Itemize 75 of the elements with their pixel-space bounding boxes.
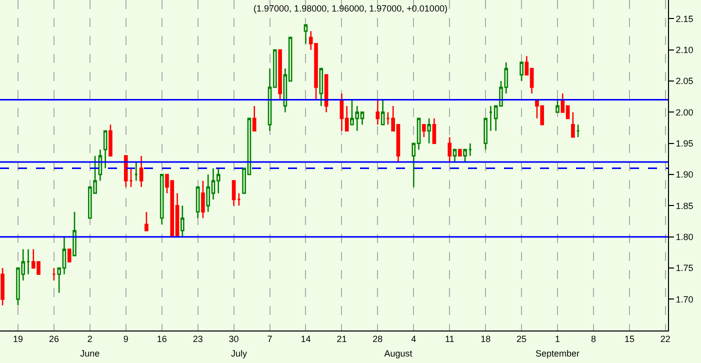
x-tick-label: 2 — [87, 334, 92, 344]
x-tick-label: 11 — [444, 334, 454, 344]
candlestick — [556, 99, 560, 113]
candlestick — [72, 211, 76, 256]
candlestick — [458, 148, 462, 156]
y-tick-label: 2.15 — [676, 14, 694, 24]
candlestick — [432, 118, 436, 144]
y-tick-label: 1.85 — [676, 200, 694, 211]
candlestick — [468, 142, 472, 156]
candlestick — [52, 267, 56, 282]
candlestick — [448, 136, 452, 163]
x-tick-label: 7 — [267, 334, 272, 344]
y-tick-label: 1.70 — [676, 294, 694, 304]
y-tick-label: 1.90 — [676, 170, 694, 180]
candlestick — [252, 105, 256, 132]
candlestick — [376, 99, 380, 126]
x-tick-label: 21 — [336, 334, 347, 344]
y-tick-label: 1.95 — [676, 138, 694, 148]
candlestick — [98, 148, 102, 182]
y-tick-label: 2.10 — [676, 45, 694, 56]
x-tick-label: 23 — [192, 334, 203, 344]
y-tick-label: 2.00 — [676, 107, 694, 118]
candlestick — [386, 112, 390, 126]
candlestick — [180, 205, 184, 238]
candlestick — [232, 180, 236, 206]
x-tick-label: 9 — [123, 334, 128, 344]
candlestick — [139, 155, 144, 188]
candlestick — [452, 148, 457, 163]
x-tick-label: 30 — [228, 334, 239, 344]
x2-tick-label: July — [230, 348, 248, 359]
candlestick — [108, 124, 112, 156]
candlestick — [488, 105, 493, 132]
x-tick-label: 16 — [156, 334, 167, 344]
candlestick — [134, 161, 138, 182]
candlestick — [129, 168, 133, 188]
y-tick-label: 2.05 — [676, 76, 694, 86]
x2-tick-label: June — [80, 348, 100, 359]
x-tick-label: 28 — [372, 334, 383, 344]
candlestick — [196, 186, 200, 219]
y-tick-label: 1.80 — [676, 232, 694, 242]
candlestick — [124, 155, 128, 188]
x-tick-label: 22 — [660, 334, 670, 344]
candlestick — [380, 99, 385, 126]
x-tick-label: 15 — [624, 334, 634, 344]
x-tick-label: 25 — [516, 334, 527, 344]
x-tick-label: 1 — [555, 334, 560, 344]
candlestick — [26, 248, 30, 275]
candlestick — [103, 130, 108, 169]
candlestick — [571, 112, 575, 138]
x-tick-label: 19 — [12, 334, 23, 344]
candlestick — [427, 118, 431, 144]
candlestick — [319, 68, 324, 107]
chart-title: (1.97000, 1.98000, 1.96000, 1.97000, +0.01000) — [254, 4, 448, 14]
x-tick-label: 26 — [48, 334, 59, 344]
x-tick-label: 14 — [300, 334, 311, 344]
candlestick — [422, 124, 426, 138]
candlestick — [144, 211, 148, 232]
x-tick-label: 8 — [590, 334, 596, 344]
x2-tick-label: September — [536, 348, 580, 359]
x-tick-label: 4 — [411, 334, 416, 344]
x2-tick-label: August — [384, 348, 413, 359]
candlestick — [0, 267, 4, 306]
candlestick — [201, 180, 205, 219]
candlestick — [463, 148, 467, 163]
candlestick — [520, 62, 524, 82]
candlestick — [278, 49, 282, 100]
candlestick — [160, 174, 164, 226]
candlestick — [576, 124, 580, 138]
candlestick — [484, 118, 488, 150]
y-tick-label: 1.75 — [676, 263, 694, 274]
candlestick — [324, 74, 328, 113]
candlestick — [304, 24, 308, 44]
x-tick-label: 18 — [480, 334, 491, 344]
candlestick — [237, 192, 241, 206]
candlestick — [67, 248, 72, 262]
